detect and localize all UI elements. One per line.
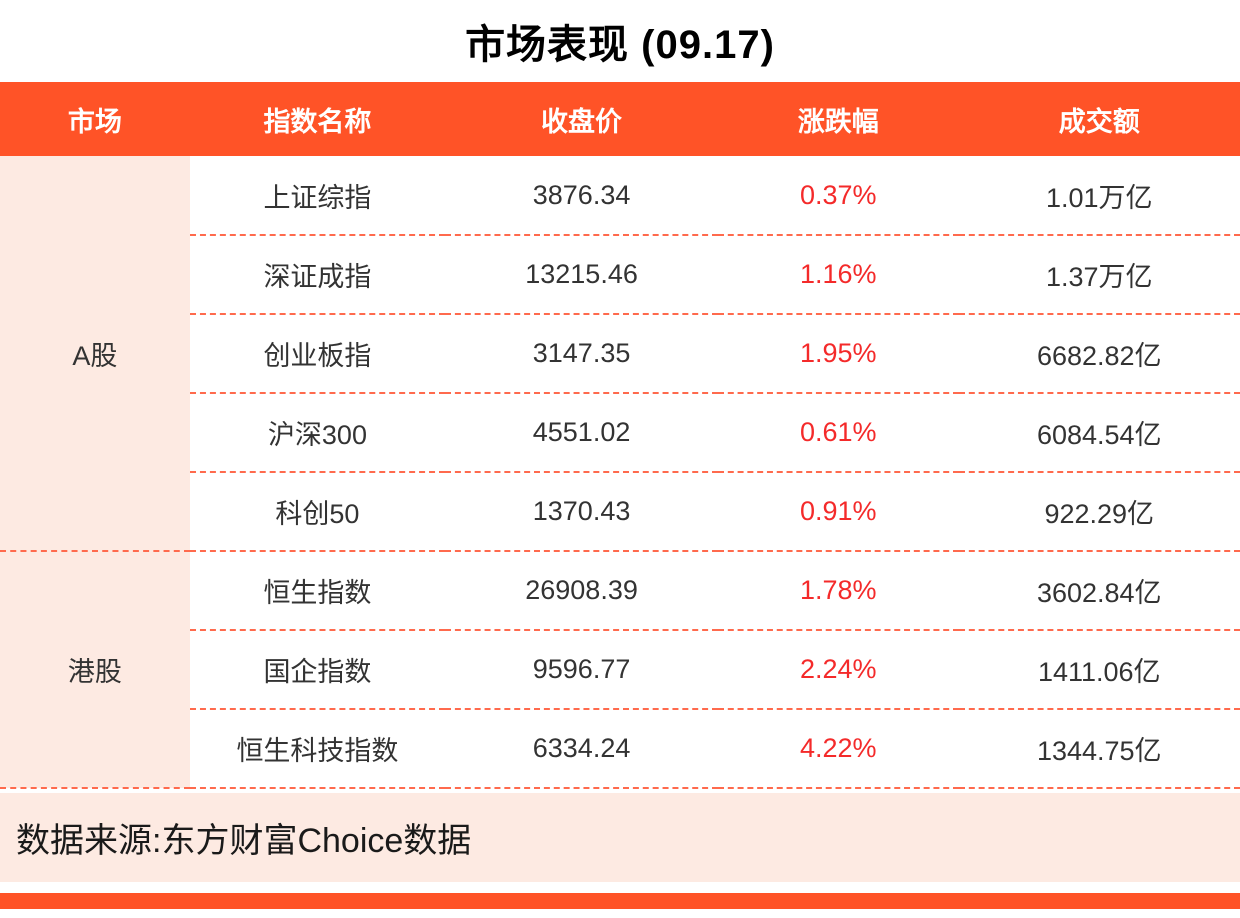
index-name-cell: 恒生指数 [189, 551, 446, 631]
close-cell: 9596.77 [445, 630, 718, 710]
index-name-cell: 沪深300 [189, 393, 446, 473]
turnover-cell: 1344.75亿 [958, 709, 1240, 789]
turnover-cell: 922.29亿 [958, 472, 1240, 552]
table-row: 沪深300 4551.02 0.61% 6084.54亿 [0, 393, 1240, 473]
turnover-cell: 3602.84亿 [958, 551, 1240, 631]
close-cell: 3147.35 [445, 314, 718, 394]
column-header-change: 涨跌幅 [717, 82, 959, 156]
close-cell: 3876.34 [445, 156, 718, 236]
turnover-cell: 1.01万亿 [958, 156, 1240, 236]
change-cell: 2.24% [717, 630, 959, 710]
index-name-cell: 创业板指 [189, 314, 446, 394]
close-cell: 1370.43 [445, 472, 718, 552]
column-header-market: 市场 [0, 82, 190, 156]
page-title: 市场表现 (09.17) [465, 23, 775, 67]
table-row: 恒生科技指数 6334.24 4.22% 1344.75亿 [0, 709, 1240, 789]
column-header-close: 收盘价 [445, 82, 718, 156]
index-name-cell: 恒生科技指数 [189, 709, 446, 789]
table-row: 科创50 1370.43 0.91% 922.29亿 [0, 472, 1240, 552]
index-name-cell: 科创50 [189, 472, 446, 552]
turnover-cell: 6084.54亿 [958, 393, 1240, 473]
index-name-cell: 国企指数 [189, 630, 446, 710]
close-cell: 26908.39 [445, 551, 718, 631]
table-row: 深证成指 13215.46 1.16% 1.37万亿 [0, 235, 1240, 315]
market-performance-table: 市场 指数名称 收盘价 涨跌幅 成交额 A股 上证综指 3876.34 0.37… [0, 82, 1240, 789]
column-header-turnover: 成交额 [958, 82, 1240, 156]
turnover-cell: 1411.06亿 [958, 630, 1240, 710]
table-row: 港股 恒生指数 26908.39 1.78% 3602.84亿 [0, 551, 1240, 789]
turnover-cell: 1.37万亿 [958, 235, 1240, 315]
change-cell: 4.22% [717, 709, 959, 789]
change-cell: 1.95% [717, 314, 959, 394]
close-cell: 6334.24 [445, 709, 718, 789]
bottom-bar [0, 893, 1240, 909]
index-name-cell: 上证综指 [189, 156, 446, 236]
change-cell: 1.16% [717, 235, 959, 315]
footer-spacer [0, 882, 1240, 893]
table-row: 国企指数 9596.77 2.24% 1411.06亿 [0, 630, 1240, 710]
market-group-a-shares: A股 [0, 156, 190, 552]
data-source: 数据来源:东方财富Choice数据 [0, 793, 1240, 882]
change-cell: 0.37% [717, 156, 959, 236]
table-row: 创业板指 3147.35 1.95% 6682.82亿 [0, 314, 1240, 394]
table-row: A股 上证综指 3876.34 0.37% 1.01万亿 [0, 156, 1240, 552]
change-cell: 1.78% [717, 551, 959, 631]
market-group-hk-shares: 港股 [0, 551, 190, 789]
header-row: 市场 指数名称 收盘价 涨跌幅 成交额 [0, 82, 1240, 156]
index-name-cell: 深证成指 [189, 235, 446, 315]
change-cell: 0.61% [717, 393, 959, 473]
change-cell: 0.91% [717, 472, 959, 552]
close-cell: 4551.02 [445, 393, 718, 473]
close-cell: 13215.46 [445, 235, 718, 315]
turnover-cell: 6682.82亿 [958, 314, 1240, 394]
column-header-index-name: 指数名称 [189, 82, 446, 156]
